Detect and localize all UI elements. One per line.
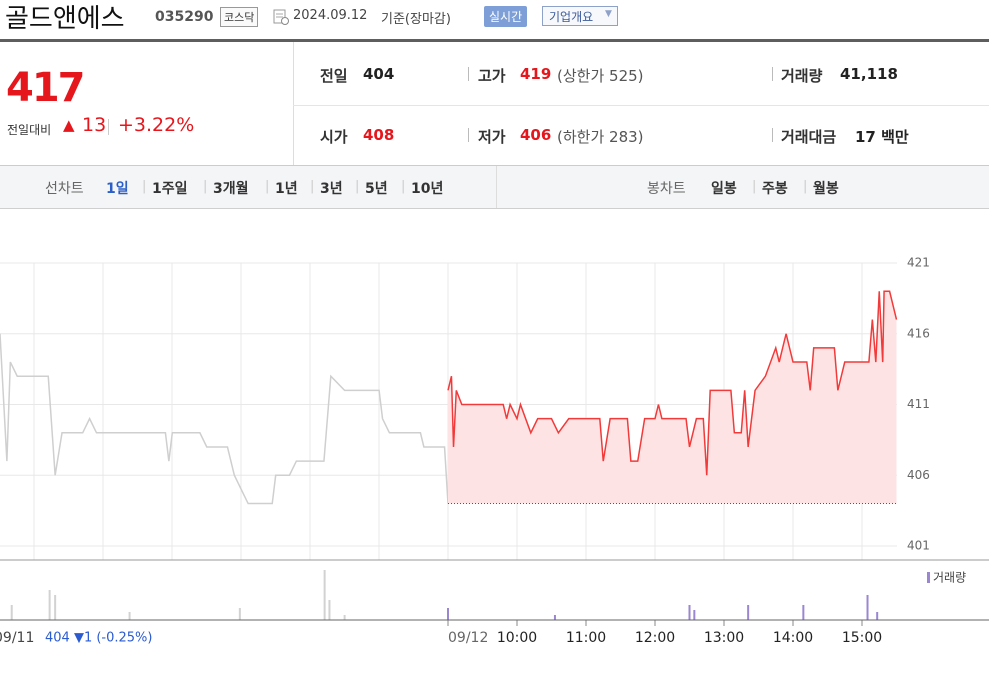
price-line	[0, 333, 449, 505]
price-line	[447, 290, 898, 476]
y-tick-label: 401	[907, 539, 930, 553]
volume-bar	[553, 615, 556, 620]
stat-value: 408	[363, 126, 395, 144]
stat-label: 전일	[320, 67, 348, 85]
previous-date: 09/11	[0, 630, 34, 646]
overview-label: 기업개요	[549, 10, 594, 24]
x-tick-label: 10:00	[497, 630, 537, 646]
volume-bar	[238, 608, 241, 620]
price: 417	[6, 65, 85, 111]
volume-bar	[688, 605, 691, 620]
tab-separator: |	[803, 179, 808, 194]
tab-separator: |	[142, 179, 147, 194]
header-rule	[0, 39, 989, 42]
x-tick-label: 12:00	[635, 630, 675, 646]
tab-divider	[496, 166, 497, 208]
stat-note: (하한가 283)	[557, 128, 644, 146]
stat-value: 17 백만	[855, 128, 909, 146]
realtime-button[interactable]: 실시간	[484, 6, 528, 27]
x-tick-label: 15:00	[842, 630, 882, 646]
y-tick-label: 416	[907, 326, 930, 340]
change-percent: +3.22%	[118, 114, 195, 136]
volume-bar	[747, 605, 750, 620]
volume-bar	[128, 612, 131, 620]
tab-separator: |	[752, 179, 757, 194]
volume-bar	[54, 595, 57, 620]
market-badge: 코스닥	[220, 7, 259, 27]
y-tick-label: 421	[907, 256, 930, 270]
volume-bar	[10, 605, 13, 620]
change-label: 전일대비	[7, 123, 52, 137]
stat-label: 저가	[478, 128, 506, 146]
tab-separator: |	[401, 179, 406, 194]
calendar-icon	[273, 9, 289, 25]
period-tab[interactable]: 1일	[106, 181, 129, 197]
volume-bar	[876, 612, 879, 620]
period-tab[interactable]: 3년	[320, 181, 343, 197]
stat-divider	[772, 128, 773, 142]
tab-separator: |	[203, 179, 208, 194]
x-tick-label: 13:00	[704, 630, 744, 646]
stat-value: 419	[520, 65, 552, 83]
period-tab[interactable]: 3개월	[213, 181, 249, 197]
volume-bar	[328, 600, 331, 620]
candle-tab[interactable]: 주봉	[762, 181, 788, 197]
x-tick-label: 09/12	[448, 630, 488, 646]
period-tab[interactable]: 10년	[411, 181, 444, 197]
stat-divider	[468, 128, 469, 142]
period-tab[interactable]: 1년	[275, 181, 298, 197]
volume-bar	[48, 590, 51, 620]
candle-tab[interactable]: 월봉	[813, 181, 839, 197]
volume-bar	[693, 610, 696, 620]
stat-label: 고가	[478, 67, 506, 85]
volume-bar	[866, 595, 869, 620]
stat-note: (상한가 525)	[557, 67, 644, 85]
stat-label: 거래대금	[781, 128, 837, 146]
stat-divider	[468, 67, 469, 81]
overview-button[interactable]: 기업개요 ▼	[542, 6, 618, 26]
previous-summary: 404 ▼1 (-0.25%)	[45, 631, 152, 646]
change: 13	[82, 114, 107, 136]
date-basis: 기준(장마감)	[381, 12, 451, 27]
stat-value: 41,118	[840, 65, 898, 83]
volume-bar	[802, 605, 805, 620]
legend-label: 거래량	[933, 571, 966, 585]
tab-separator: |	[310, 179, 315, 194]
candle-tab[interactable]: 일봉	[711, 181, 737, 197]
price-panel	[0, 42, 294, 165]
tab-separator: |	[265, 179, 270, 194]
box-divider	[0, 165, 989, 166]
date: 2024.09.12	[293, 8, 368, 23]
x-tick-label: 11:00	[566, 630, 606, 646]
stat-label: 거래량	[781, 67, 823, 85]
tab-separator: |	[355, 179, 360, 194]
up-arrow: ▲	[63, 116, 75, 134]
tab-bar	[0, 166, 989, 209]
volume-bar	[447, 608, 449, 620]
tab-group-label: 선차트	[45, 181, 84, 197]
tab-group-label: 봉차트	[647, 181, 686, 197]
divider	[108, 119, 109, 135]
period-tab[interactable]: 5년	[365, 181, 388, 197]
stat-value: 404	[363, 65, 395, 83]
y-tick-label: 411	[907, 397, 930, 411]
volume-bar	[343, 615, 346, 620]
caret: ▼	[605, 9, 612, 19]
stock-name: 골드앤에스	[5, 4, 125, 34]
stat-value: 406	[520, 126, 552, 144]
stat-divider	[772, 67, 773, 81]
volume-bar	[323, 570, 326, 620]
stock-code: 035290	[155, 9, 214, 25]
legend-swatch	[927, 572, 930, 583]
area	[448, 291, 897, 504]
x-tick-label: 14:00	[773, 630, 813, 646]
stat-label: 시가	[320, 128, 348, 146]
row-divider	[293, 105, 989, 106]
period-tab[interactable]: 1주일	[152, 181, 188, 197]
y-tick-label: 406	[907, 468, 930, 482]
